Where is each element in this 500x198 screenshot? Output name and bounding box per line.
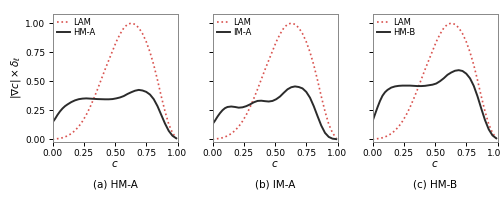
X-axis label: $c$: $c$ <box>111 159 119 169</box>
Legend: LAM, IM-A: LAM, IM-A <box>215 16 254 39</box>
X-axis label: $c$: $c$ <box>431 159 439 169</box>
Y-axis label: $|\nabla c| \times \delta_\ell$: $|\nabla c| \times \delta_\ell$ <box>8 56 22 99</box>
X-axis label: $c$: $c$ <box>271 159 279 169</box>
Text: (c) HM-B: (c) HM-B <box>413 180 457 190</box>
Text: (a) HM-A: (a) HM-A <box>92 180 138 190</box>
Legend: LAM, HM-A: LAM, HM-A <box>55 16 97 39</box>
Text: (b) IM-A: (b) IM-A <box>255 180 295 190</box>
Legend: LAM, HM-B: LAM, HM-B <box>375 16 418 39</box>
